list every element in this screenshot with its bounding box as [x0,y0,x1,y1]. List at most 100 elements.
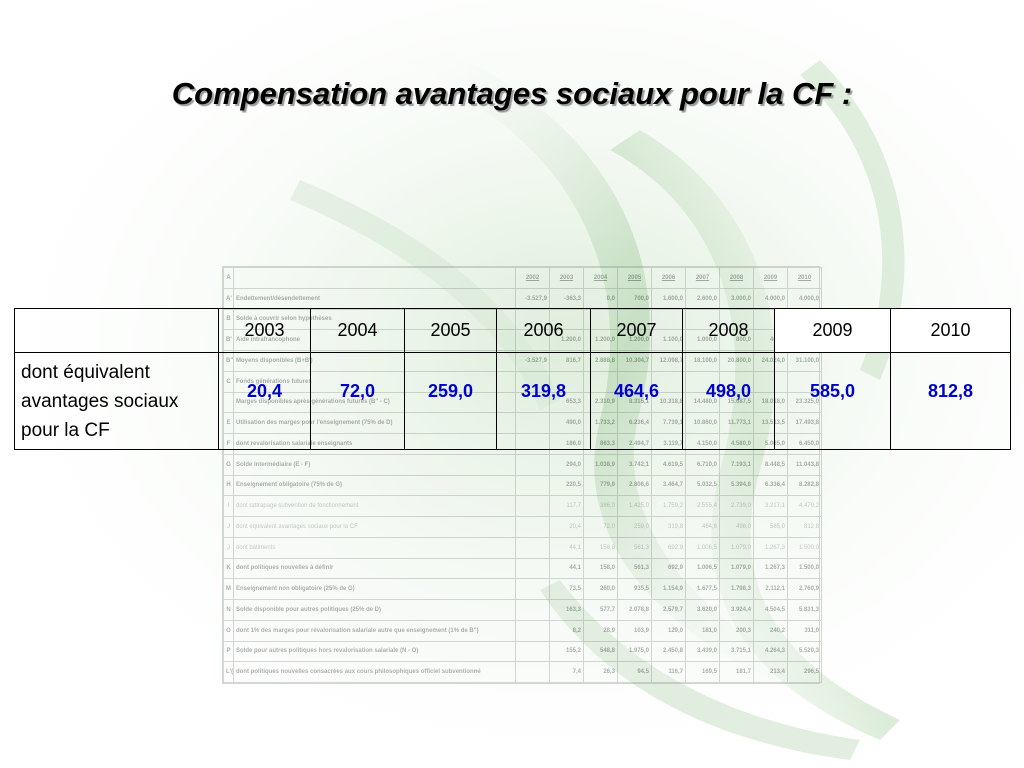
sheet-code-cell: L'(*) [223,661,234,683]
sheet-value-cell: 692,9 [651,536,686,559]
sheet-value-cell: 3.742,1 [617,453,652,476]
sheet-value-cell: 3.715,1 [719,640,754,663]
sheet-value-cell: 1.975,0 [617,640,652,663]
value-cell: 259,0 [404,352,497,450]
sheet-code-cell: N [223,599,234,621]
sheet-value-cell: 7.193,1 [719,453,754,476]
sheet-value-cell: 561,3 [617,557,652,580]
sheet-value-cell: 6.336,4 [753,474,788,497]
sheet-value-cell: 44,1 [549,536,584,559]
sheet-row: M Enseignement non obligatoire (25% de G)… [223,578,822,600]
sheet-code-cell: J [223,536,234,559]
sheet-value-cell: 8.282,8 [787,474,822,497]
value-cell: 498,0 [682,352,775,450]
value-cell: 20,4 [218,352,311,450]
year-header: 2004 [310,308,405,353]
sheet-value-cell: 1.038,9 [583,453,618,476]
sheet-label-cell: dont politiques nouvelles consacrées aux… [233,661,516,683]
sheet-value-cell: 548,8 [583,640,618,663]
sheet-value-cell: 2.579,7 [651,599,686,621]
sheet-label-cell [233,267,516,289]
sheet-value-cell: 260,0 [583,578,618,600]
sheet-value-cell: 1.267,3 [753,536,788,559]
sheet-code-cell: A [223,267,234,289]
sheet-code-cell: O [223,619,234,642]
sheet-year-header: 2004 [583,267,618,289]
sheet-row: P Solde pour autres politiques hors reval… [223,640,822,663]
sheet-value-cell: 129,0 [651,619,686,642]
sheet-year-header: 2003 [549,267,584,289]
sheet-value-cell: 220,5 [549,474,584,497]
sheet-value-cell: 240,2 [753,619,788,642]
year-header: 2009 [774,308,891,353]
sheet-value-cell: 4.000,0 [787,287,822,310]
sheet-value-cell: 319,8 [651,516,686,538]
sheet-code-cell: K [223,557,234,580]
sheet-value-cell: 5.032,5 [685,474,720,497]
sheet-value-cell: 561,3 [617,536,652,559]
year-header: 2005 [404,308,497,353]
sheet-value-cell: 20,4 [549,516,584,538]
sheet-value-cell [515,474,550,497]
sheet-value-cell: 2.555,4 [685,495,720,517]
sheet-value-cell: 700,0 [617,287,652,310]
sheet-value-cell: 585,0 [753,516,788,538]
sheet-value-cell [515,536,550,559]
sheet-code-cell: M [223,578,234,600]
sheet-header-row: A 2002 2003 2004 2005 2006 2007 2008 2009 2010 [223,267,822,289]
sheet-value-cell: 3.620,0 [685,599,720,621]
sheet-value-cell: 103,9 [617,619,652,642]
sheet-year-header: 2006 [651,267,686,289]
sheet-year-header: 2005 [617,267,652,289]
value-cell: 585,0 [774,352,891,450]
sheet-value-cell: 2.760,9 [787,578,822,600]
sheet-value-cell: 692,9 [651,557,686,580]
sheet-value-cell: 158,0 [583,536,618,559]
sheet-value-cell [515,661,550,683]
header-corner-cell [14,308,219,353]
sheet-value-cell: 4.470,2 [787,495,822,517]
sheet-code-cell: H [223,474,234,497]
sheet-value-cell: 117,7 [549,495,584,517]
sheet-value-cell: 779,0 [583,474,618,497]
main-table: 2003 2004 2005 2006 2007 2008 2009 2010 … [14,308,1011,450]
sheet-value-cell: 6.710,0 [685,453,720,476]
sheet-year-header: 2007 [685,267,720,289]
sheet-value-cell: 200,3 [719,619,754,642]
sheet-value-cell: 0,0 [583,287,618,310]
year-header: 2007 [590,308,683,353]
sheet-year-header: 2002 [515,267,550,289]
sheet-code-cell: G [223,453,234,476]
sheet-value-cell: 5.394,8 [719,474,754,497]
sheet-value-cell: 28,9 [583,619,618,642]
sheet-label-cell: dont rattrapage subvention de fonctionne… [233,495,516,517]
sheet-value-cell: -3.527,9 [515,287,550,310]
sheet-value-cell: 812,8 [787,516,822,538]
year-header: 2008 [682,308,775,353]
sheet-value-cell: 2.112,1 [753,578,788,600]
sheet-value-cell: 8,2 [549,619,584,642]
sheet-value-cell: 1.006,5 [685,557,720,580]
sheet-value-cell: 3.000,0 [719,287,754,310]
sheet-value-cell [515,599,550,621]
sheet-value-cell: 4.504,5 [753,599,788,621]
sheet-value-cell [515,495,550,517]
row-label: dont équivalent avantages sociaux pour l… [14,352,219,450]
year-header: 2006 [496,308,591,353]
sheet-value-cell: 169,5 [685,661,720,683]
year-header: 2003 [218,308,311,353]
sheet-value-cell [515,516,550,538]
sheet-row: L'(*)dont politiques nouvelles consacrée… [223,661,822,683]
sheet-value-cell: 1.079,0 [719,536,754,559]
sheet-code-cell: A' [223,287,234,310]
sheet-value-cell: 158,0 [583,557,618,580]
sheet-value-cell: 94,5 [617,661,652,683]
sheet-code-cell: J [223,516,234,538]
sheet-value-cell: 1.759,2 [651,495,686,517]
sheet-label-cell: Enseignement obligatoire (75% de G) [233,474,516,497]
sheet-value-cell: 73,5 [549,578,584,600]
sheet-year-header: 2008 [719,267,754,289]
sheet-year-header: 2010 [787,267,822,289]
